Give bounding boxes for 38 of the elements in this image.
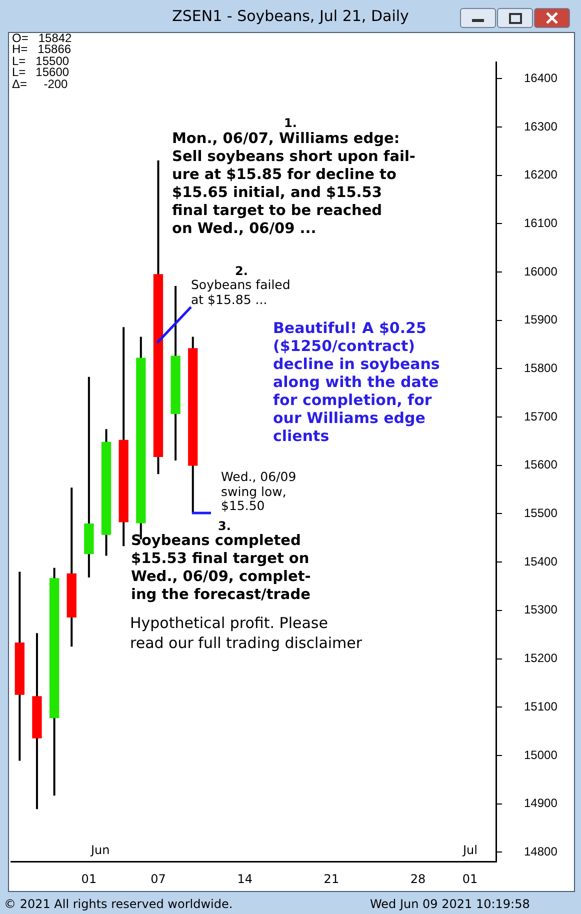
- y-tick-label: 15700: [524, 409, 558, 424]
- y-tick-label: 15100: [524, 699, 558, 714]
- y-tick-label: 16100: [524, 216, 558, 230]
- y-tick-label: 14800: [524, 844, 558, 858]
- annotation: Beautiful! A $0.25 ($1250/contract) decline in soybeans along with the date for completion, for our Williams edge clients: [273, 319, 440, 445]
- x-tick-label: 01: [81, 872, 97, 886]
- y-tick-label: 15000: [524, 748, 558, 762]
- annotation: Jun: [91, 843, 110, 857]
- y-tick-label: 16400: [524, 70, 558, 85]
- x-tick-label: 28: [410, 872, 426, 886]
- text: Wed Jun 09 2021 10:19:58: [370, 897, 530, 911]
- y-tick-label: 15500: [524, 506, 558, 520]
- annotation: Soybeans failed at $15.85 ...: [191, 277, 290, 307]
- annotation: Soybeans completed $15.53 final target on Wed., 06/09, complet- ing the forecast/trade: [131, 533, 311, 605]
- y-tick-label: 15600: [524, 458, 558, 472]
- y-tick-label: 15400: [524, 554, 558, 568]
- chart-title: ZSEN1 - Soybeans, Jul 21, Daily: [171, 6, 410, 27]
- annotation: O= 15842 H= 15866 L= 15500 L= 15600 Δ= -200: [12, 31, 72, 91]
- x-tick-label: 14: [237, 872, 252, 886]
- x-tick-label: 21: [324, 872, 340, 886]
- y-tick-label: 15200: [524, 651, 558, 666]
- y-tick-label: 16300: [524, 119, 558, 134]
- annotation: Hypothetical profit. Please read our full trading disclaimer: [130, 613, 362, 653]
- y-tick-label: 14900: [524, 796, 558, 810]
- annotation: 3.: [218, 519, 231, 533]
- y-tick-label: 16000: [524, 264, 558, 278]
- x-tick-label: 01: [462, 872, 478, 886]
- y-tick-label: 15300: [524, 602, 558, 617]
- annotation: Wed., 06/09 swing low, $15.50: [221, 469, 296, 514]
- y-tick-label: 16200: [524, 168, 558, 182]
- annotation: 2.: [235, 264, 248, 278]
- text: © 2021 All rights reserved worldwide.: [4, 897, 233, 911]
- y-tick-label: 15900: [524, 312, 558, 327]
- x-tick-label: 07: [150, 872, 166, 886]
- annotation: Jul: [463, 843, 478, 857]
- annotation: Mon., 06/07, Williams edge: Sell soybeans short upon fail- ure at $15.85 for decline to $15.65 initial, and $15.53 final target to be reached on Wed., 06/09 ...: [172, 131, 416, 238]
- y-tick-label: 15800: [524, 361, 558, 376]
- annotation: 1.: [284, 116, 297, 130]
